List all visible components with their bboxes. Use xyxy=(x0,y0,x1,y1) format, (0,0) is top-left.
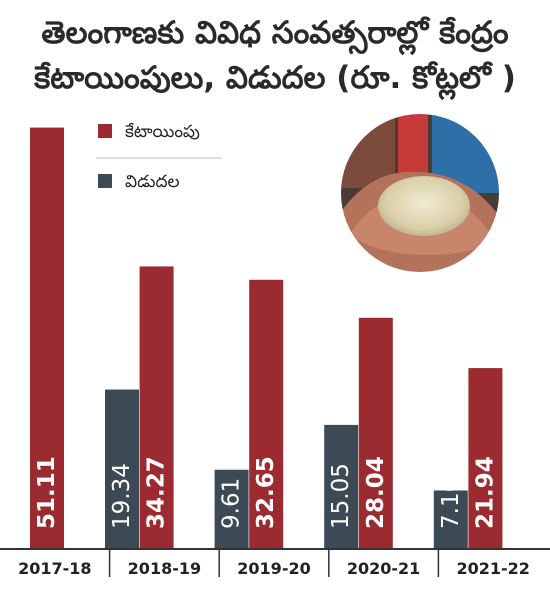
bar-allocation-2020-21 xyxy=(358,317,393,549)
x-axis-labels: 2017-18 2018-19 2019-20 2020-21 2021-22 xyxy=(18,559,530,578)
bar-allocation-2017-18 xyxy=(30,127,64,549)
value-label-allocation-2018-19: 34.27 xyxy=(144,456,170,529)
value-label-allocation-2019-20: 32.65 xyxy=(253,456,279,529)
bar-release-2018-19 xyxy=(214,469,249,549)
value-label-allocation-2020-21: 28.04 xyxy=(363,456,389,529)
legend-swatch-allocation xyxy=(98,124,112,138)
bar-allocation-2019-20 xyxy=(249,279,284,549)
bars-layer xyxy=(30,127,503,549)
x-tick-label-2021-22: 2021-22 xyxy=(456,559,529,578)
value-label-release-2018-19: 9.61 xyxy=(219,478,245,529)
hands-holding-rice-photo xyxy=(339,112,501,274)
value-label-release-2021-22: 0 xyxy=(547,514,550,529)
value-label-release-2020-21: 7.10 xyxy=(438,478,464,529)
chart-title-line-2: కేటాయింపులు, విడుదల (రూ. కోట్లలో ) xyxy=(33,60,516,101)
x-axis-ticks xyxy=(108,549,440,577)
legend-swatch-release xyxy=(98,174,112,188)
legend-label-allocation: కేటాయింపు xyxy=(125,122,200,142)
bar-allocation-2021-22 xyxy=(468,368,503,549)
value-label-release-2017-18: 19.34 xyxy=(109,463,135,529)
chart-title-line-1: తెలంగాణకు వివిధ సంవత్సరాల్లో కేంద్రం xyxy=(41,15,509,56)
legend-label-release: విడుదల xyxy=(125,172,180,192)
x-tick-label-2019-20: 2019-20 xyxy=(237,559,310,578)
bar-release-2019-20 xyxy=(324,424,359,549)
x-tick-label-2017-18: 2017-18 xyxy=(18,559,91,578)
bar-release-2017-18 xyxy=(105,389,139,549)
bar-allocation-2018-19 xyxy=(139,266,174,549)
value-label-allocation-2021-22: 21.94 xyxy=(472,456,498,529)
x-tick-label-2018-19: 2018-19 xyxy=(128,559,201,578)
bar-release-2020-21 xyxy=(433,490,468,549)
x-tick-label-2020-21: 2020-21 xyxy=(347,559,420,578)
value-labels-layer: 51.11 19.34 34.27 9.61 32.65 15.05 28.04 7.10 21… xyxy=(34,456,550,529)
value-label-allocation-2017-18: 51.11 xyxy=(34,456,60,529)
legend: కేటాయింపు విడుదల xyxy=(96,122,222,192)
value-label-release-2019-20: 15.05 xyxy=(328,463,354,529)
